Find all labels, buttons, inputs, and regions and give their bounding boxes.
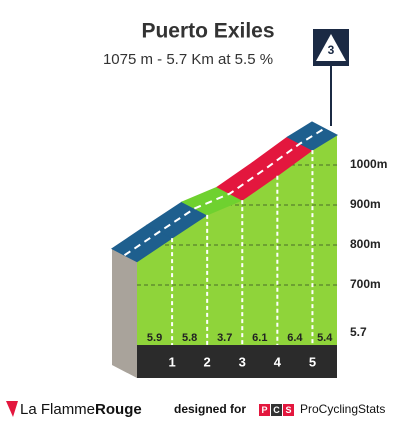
brand-flag [6,401,18,417]
category-badge: 3 [313,29,349,66]
x-tick-label: 1 [168,354,175,369]
x-tick-label: 4 [274,354,282,369]
title: Puerto Exiles [141,20,274,43]
gradient-label: 6.1 [252,332,267,344]
y-tick-label: 900m [350,197,381,211]
band-centerline [123,127,326,257]
gradient-label: 5.4 [317,332,333,344]
brand-light: La Flamme [20,401,95,418]
gradient-label: 3.7 [217,332,232,344]
pcs-letter: C [273,405,280,415]
front-face [137,135,337,345]
pcs-box [259,404,270,416]
base-strip [137,345,337,378]
side-face [112,248,137,378]
x-tick-label: 5 [309,354,316,369]
pcs-letter: P [261,405,267,415]
y-tick-label: 1000m [350,157,387,171]
pcs-letter: S [285,405,291,415]
pcs-name: ProCyclingStats [300,402,385,416]
y-tick-label: 800m [350,237,381,251]
badge-label: 3 [328,43,335,57]
brand: La FlammeRouge [20,401,142,418]
gradient-label: 5.8 [182,332,197,344]
gradient-label: 6.4 [287,332,303,344]
subtitle: 1075 m - 5.7 Km at 5.5 % [103,51,273,68]
plot: 700m 800m 900m 1000m 5.9 5.8 3.7 6.1 6.4 5.4 1 2 3 4 5… [111,66,387,378]
gradient-label: 5.9 [147,332,162,344]
badge-triangle [316,34,346,61]
brand-bold: Rouge [95,401,142,418]
y-tick-label: 700m [350,277,381,291]
designed-for: designed for [174,402,246,416]
pcs-box [271,404,282,416]
pcs-box [283,404,294,416]
end-km-label: 5.7 [350,325,367,339]
x-tick-label: 2 [204,354,211,369]
x-tick-label: 3 [239,354,246,369]
